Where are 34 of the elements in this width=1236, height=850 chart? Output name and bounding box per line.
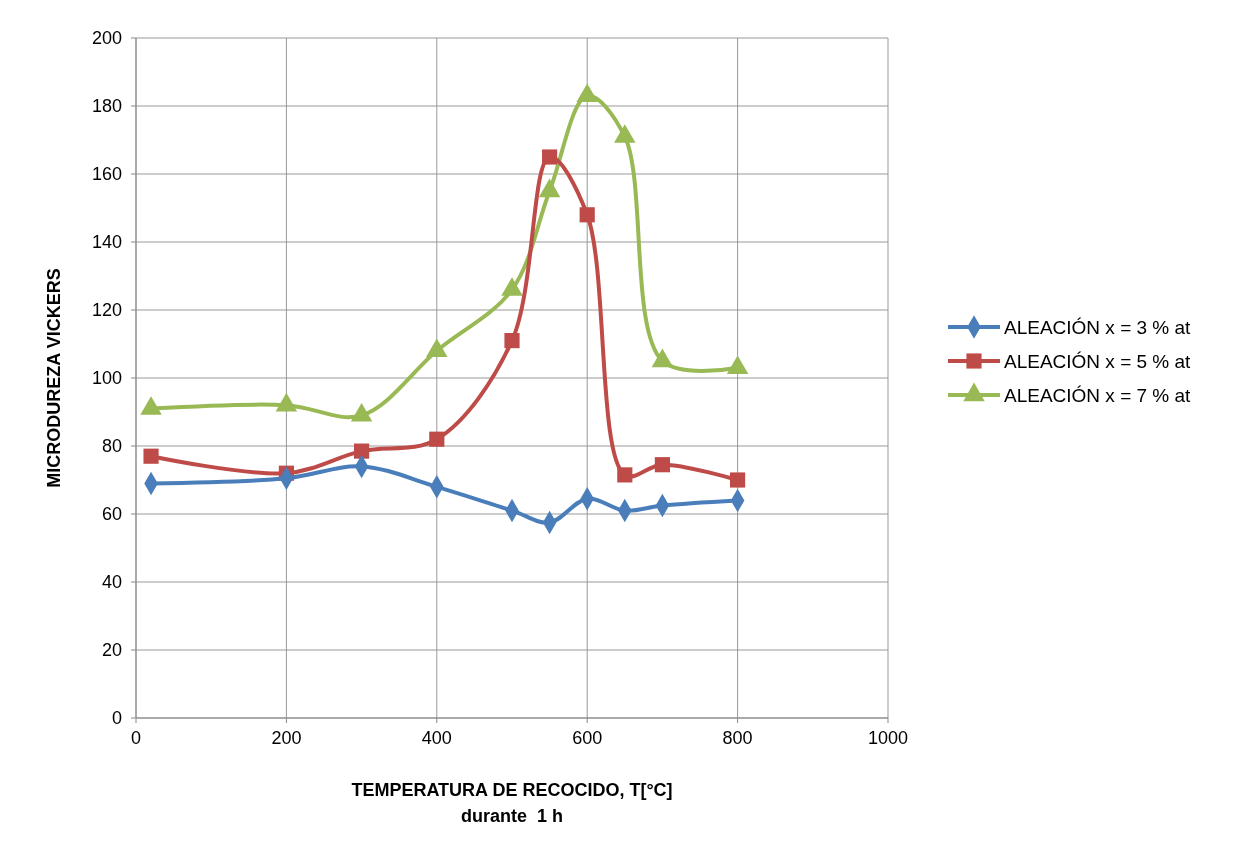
point [654, 457, 670, 473]
point [429, 431, 445, 447]
x-tick-label: 600 [572, 728, 603, 748]
y-axis-title: MICRODUREZA VICKERS [44, 268, 64, 488]
y-tick-label: 80 [101, 436, 122, 456]
y-tick-label: 180 [91, 96, 122, 116]
point [538, 178, 561, 198]
point [651, 348, 674, 368]
y-tick-label: 100 [91, 368, 122, 388]
y-tick-label: 160 [91, 164, 122, 184]
point [730, 472, 746, 488]
y-tick-label: 200 [91, 28, 122, 48]
legend-label: ALEACIÓN x = 5 % at [1004, 351, 1192, 372]
point [501, 277, 523, 296]
point [614, 124, 636, 143]
point [617, 467, 633, 483]
legend-label: ALEACIÓN x = 3 % at [1004, 317, 1192, 338]
y-tick-label: 120 [91, 300, 122, 320]
y-tick-label: 60 [101, 504, 122, 524]
y-tick-label: 20 [101, 640, 122, 660]
y-tick-label: 40 [101, 572, 122, 592]
x-tick-label: 800 [722, 728, 753, 748]
point [576, 83, 598, 102]
point [504, 333, 520, 349]
y-tick-label: 140 [91, 232, 122, 252]
point [143, 448, 159, 464]
point [354, 443, 370, 459]
x-tick-label: 400 [421, 728, 452, 748]
x-tick-label: 200 [271, 728, 302, 748]
x-tick-label: 1000 [867, 728, 909, 748]
y-tick-label: 0 [111, 708, 122, 728]
legend-label: ALEACIÓN x = 7 % at [1004, 385, 1192, 406]
x-axis-title: TEMPERATURA DE RECOCIDO, T[°C] durante 1 h [351, 780, 673, 826]
x-tick-label: 0 [130, 728, 142, 748]
